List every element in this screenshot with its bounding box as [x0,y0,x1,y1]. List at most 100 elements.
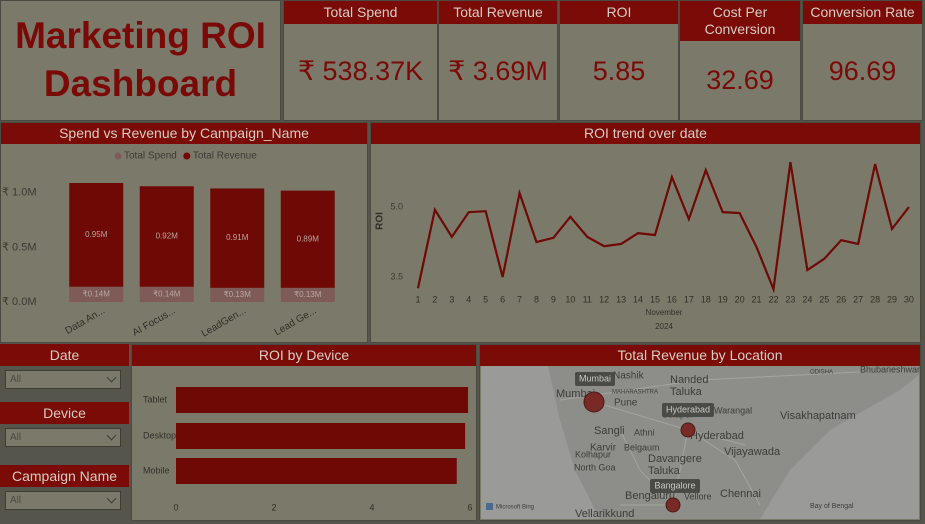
kpi-label: Cost Per Conversion [680,1,800,41]
legend-label: Total Spend [124,151,177,162]
bar-segment [280,287,335,302]
x-tick-label: 21 [752,294,762,304]
bar [176,423,466,449]
x-tick-label: 3 [449,294,454,304]
y-tick-label: 3.5 [390,271,403,281]
kpi-label: Conversion Rate [803,1,922,24]
y-tick-label: Desktop [143,430,176,440]
map-tag-label: Bangalore [654,480,695,490]
kpi-card: Cost Per Conversion 32.69 [679,0,801,121]
bar [176,458,457,484]
x-tick-label: 23 [785,294,795,304]
map-place: Karvir [590,443,617,454]
map-place: Kolhapur [575,449,611,459]
map-attribution: Microsoft Bing [496,505,534,511]
x-tick-label: 9 [551,294,556,304]
value-label: ₹0.13M [294,290,322,299]
kpi-value: ₹ 538.37K [297,56,424,86]
x-tick-label: 2 [271,502,276,512]
map-place: North Goa [574,462,616,472]
x-axis-label: November [646,308,683,317]
legend-marker [114,152,122,160]
value-label: 0.89M [297,234,320,243]
x-tick-label: 5 [483,294,488,304]
map-place: MAHARASHTRA [612,390,658,396]
y-tick-label: ₹ 1.0M [2,187,37,199]
x-tick-label: 27 [853,294,863,304]
map-place: Vijayawada [724,446,781,458]
kpi-card: Conversion Rate 96.69 [802,0,923,121]
slicer-dropdown[interactable]: All [5,370,121,389]
x-tick-label: 13 [616,294,626,304]
kpi-value: 32.69 [706,64,774,95]
map-bubble [665,497,681,513]
coast [481,366,600,519]
bar-segment [210,287,265,302]
title-card: Marketing ROI Dashboard [0,0,281,121]
value-label: 0.95M [85,230,108,239]
kpi-card: Total Spend ₹ 538.37K [283,0,438,121]
kpi-card: Total Revenue ₹ 3.69M [438,0,558,121]
kpi-value: 96.69 [828,56,897,86]
map-tag [575,372,615,386]
bar [176,387,469,413]
map-place: Bay of Bengal [810,503,854,510]
map-place: Taluka [648,465,681,477]
map-place: Davangere [648,453,702,465]
panel-title: ROI trend over date [371,123,920,144]
x-tick-label: 6 [500,294,505,304]
x-tick-label: 26 [836,294,846,304]
value-label: 0.91M [226,233,249,242]
x-tick-label: 2 [432,294,437,304]
y-tick-label: 5.0 [390,201,403,211]
x-tick-label: Data An... [64,305,108,336]
x-tick-label: 14 [633,294,643,304]
x-tick-label: 1 [415,294,420,304]
map-tag-label: Mumbai [579,373,611,383]
map-place: Athni [634,427,655,437]
x-tick-label: 7 [517,294,522,304]
x-tick-label: 4 [369,502,374,512]
slicer-label: Device [0,402,129,424]
kpi-value: ₹ 3.69M [448,56,548,86]
slicer-dropdown[interactable]: All [5,428,121,447]
x-tick-label: 8 [534,294,539,304]
x-tick-label: 16 [667,294,677,304]
slicer-dropdown[interactable]: All [5,491,121,510]
map-bubble [680,422,696,438]
x-tick-label: 15 [650,294,660,304]
x-tick-label: 30 [904,294,914,304]
y-tick-label: ₹ 0.5M [2,241,37,253]
slicer: Campaign Name All [0,465,129,513]
x-tick-label: 11 [583,294,592,304]
slicer-label: Campaign Name [0,465,129,487]
map-place: Nashik [613,371,645,382]
map-place: Nanded [670,374,709,386]
y-tick-label: Mobile [143,465,170,475]
legend-label: Total Revenue [193,151,257,162]
value-label: ₹0.13M [224,290,252,299]
x-tick-label: Lead Ge... [273,305,319,338]
x-tick-label: 25 [819,294,829,304]
coast [760,375,919,519]
map-place: Sangli [594,425,625,437]
slicer-label: Date [0,344,129,366]
bar-segment [139,186,194,287]
kpi-label: Total Revenue [439,1,557,24]
bing-logo [486,503,493,510]
x-tick-label: 12 [599,294,609,304]
x-tick-label: 17 [684,294,694,304]
value-label: 0.92M [156,232,179,241]
road [687,429,761,506]
x-tick-label: 20 [735,294,745,304]
y-tick-label: ₹ 0.0M [2,296,37,308]
slicer: Device All [0,402,129,450]
x-tick-label: 0 [173,502,178,512]
panel: ROI trend over date [370,122,921,343]
roi-line [416,162,910,294]
slicer: Date All [0,344,129,392]
bar-segment [210,188,265,288]
bar-segment [139,286,194,302]
